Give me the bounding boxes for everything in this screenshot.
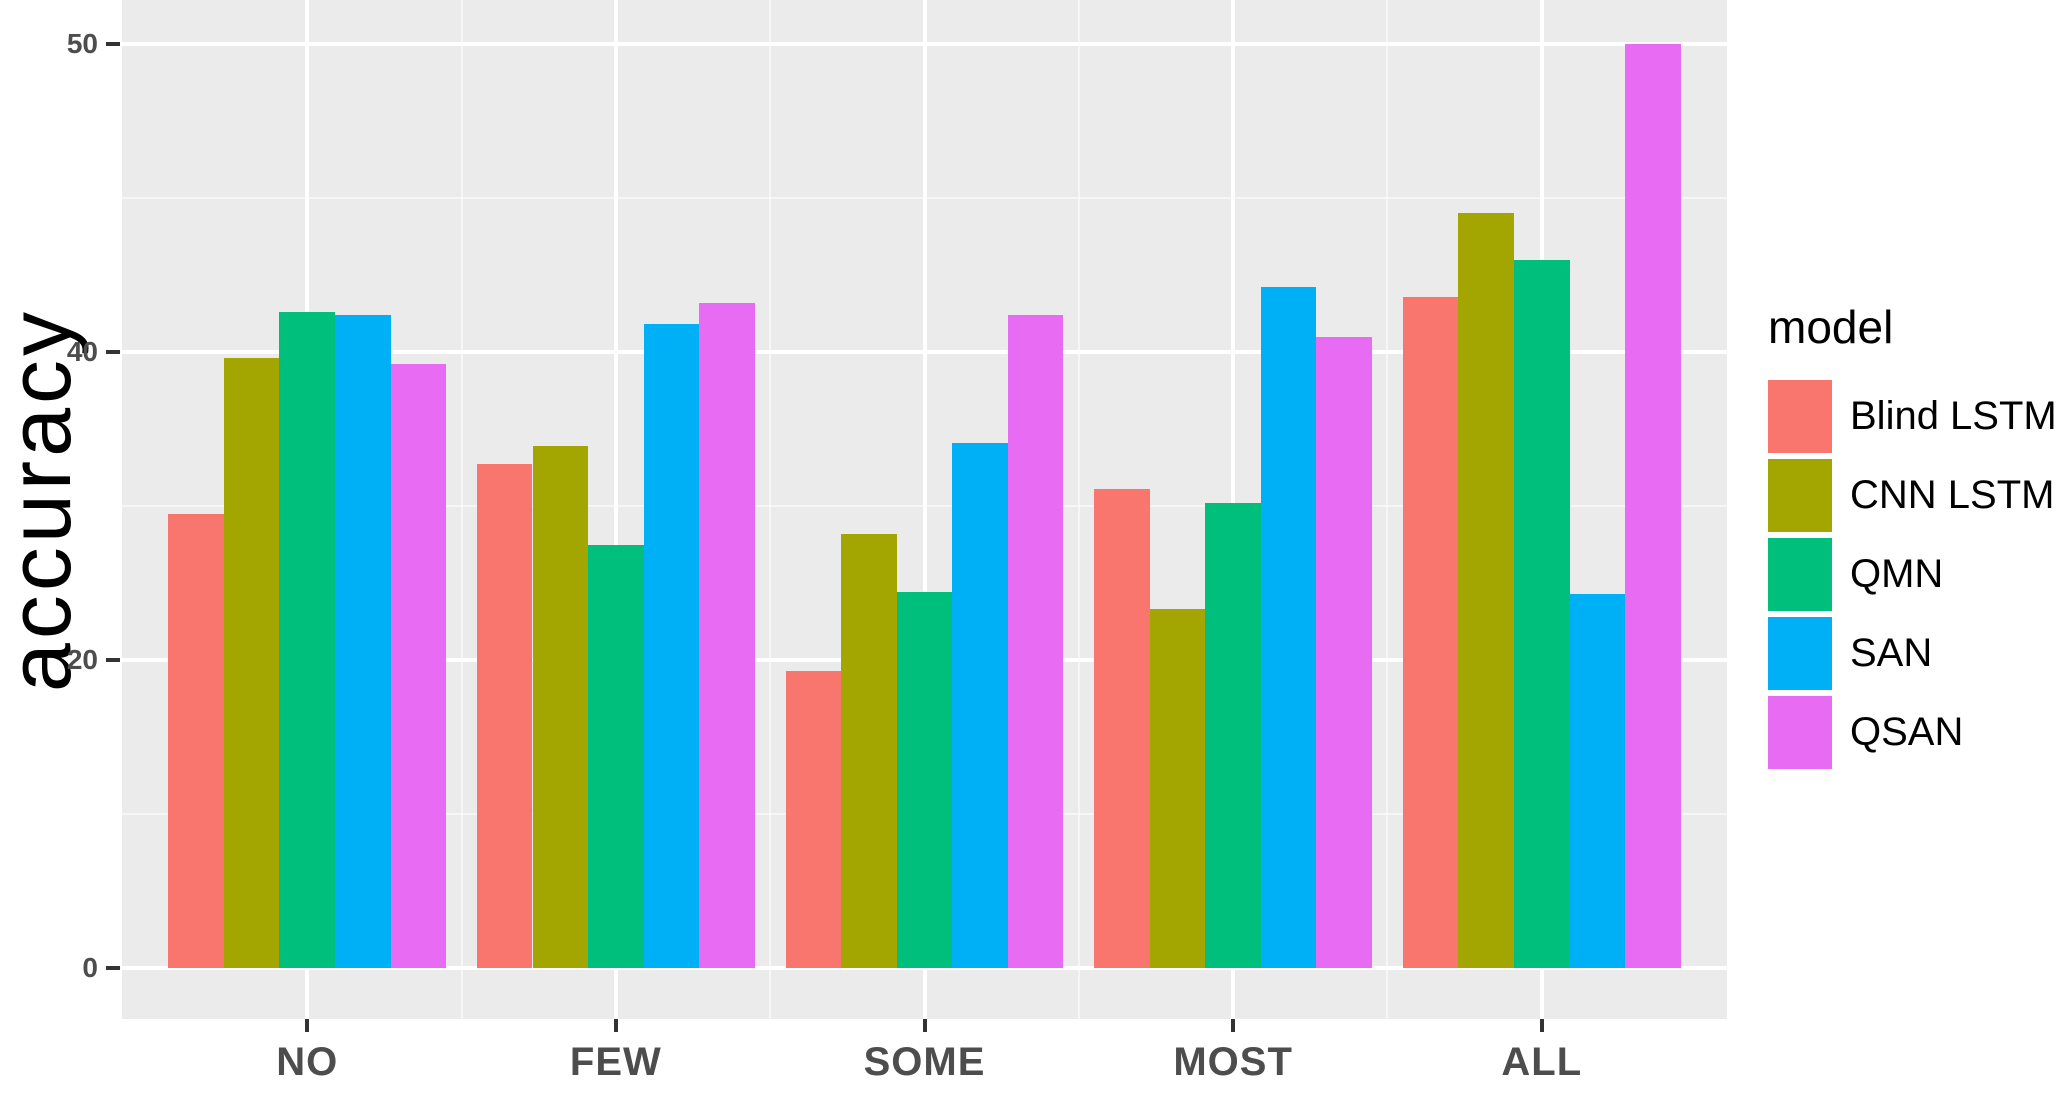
legend-item-CNN-LSTM: CNN LSTM [1768, 459, 2057, 532]
legend-swatch-CNN-LSTM [1768, 459, 1832, 532]
bar-CNN-LSTM-FEW [532, 445, 589, 968]
bar-Blind-LSTM-ALL [1402, 296, 1459, 968]
bar-SAN-SOME [952, 442, 1008, 968]
v-gridline-minor [769, 0, 772, 1019]
x-tick-mark-FEW [613, 1019, 618, 1032]
x-tick-mark-SOME [922, 1019, 927, 1032]
bar-Blind-LSTM-MOST [1094, 489, 1150, 968]
legend-label: CNN LSTM [1850, 473, 2055, 517]
bar-QSAN-MOST [1316, 336, 1373, 968]
y-tick-mark-50 [106, 42, 120, 46]
legend-label: QMN [1850, 552, 1944, 596]
bar-QSAN-NO [390, 364, 447, 968]
v-gridline-minor [1386, 0, 1389, 1019]
bar-SAN-MOST [1260, 287, 1317, 968]
y-tick-mark-0 [106, 966, 120, 970]
legend-items: Blind LSTM CNN LSTM QMN SAN QSAN [1768, 380, 2057, 769]
bar-QMN-NO [279, 311, 335, 968]
x-tick-label-MOST: MOST [1173, 1040, 1293, 1084]
y-tick-mark-20 [106, 658, 120, 662]
plot-panel [122, 0, 1727, 1019]
bar-QSAN-SOME [1007, 315, 1064, 968]
bar-QSAN-FEW [699, 302, 755, 968]
bar-QSAN-ALL [1625, 44, 1681, 968]
bar-CNN-LSTM-NO [223, 358, 280, 968]
x-tick-mark-NO [305, 1019, 310, 1032]
bar-CNN-LSTM-ALL [1458, 213, 1515, 968]
legend-item-Blind-LSTM: Blind LSTM [1768, 380, 2057, 453]
x-tick-mark-ALL [1539, 1019, 1544, 1032]
v-gridline-SOME [922, 0, 927, 1019]
bar-SAN-FEW [643, 324, 700, 968]
legend-label: SAN [1850, 631, 1933, 675]
x-tick-mark-MOST [1231, 1019, 1236, 1032]
bar-QMN-SOME [896, 592, 953, 968]
v-gridline-FEW [613, 0, 618, 1019]
y-tick-label-20: 20 [66, 644, 98, 675]
x-tick-label-FEW: FEW [569, 1040, 662, 1084]
bar-QMN-MOST [1205, 502, 1261, 968]
y-tick-label-50: 50 [66, 28, 98, 59]
legend-title: model [1768, 301, 1894, 353]
y-tick-mark-40 [106, 350, 120, 354]
bar-QMN-ALL [1514, 259, 1570, 968]
x-tick-label-NO: NO [276, 1040, 339, 1084]
x-tick-label-SOME: SOME [863, 1040, 986, 1084]
bar-Blind-LSTM-FEW [476, 464, 533, 968]
legend-swatch-SAN [1768, 617, 1832, 690]
bar-Blind-LSTM-NO [168, 513, 224, 968]
legend-swatch-QSAN [1768, 696, 1832, 769]
legend-item-SAN: SAN [1768, 617, 2057, 690]
legend-item-QSAN: QSAN [1768, 696, 2057, 769]
legend: model Blind LSTM CNN LSTM QMN SAN QSAN [1768, 300, 2057, 775]
bar-SAN-NO [334, 315, 391, 968]
bar-SAN-ALL [1569, 593, 1626, 968]
bar-QMN-FEW [588, 544, 644, 968]
legend-swatch-QMN [1768, 538, 1832, 611]
legend-label: Blind LSTM [1850, 394, 2057, 438]
v-gridline-minor [460, 0, 463, 1019]
v-gridline-minor [1077, 0, 1080, 1019]
legend-swatch-Blind-LSTM [1768, 380, 1832, 453]
y-tick-label-0: 0 [82, 952, 98, 983]
legend-item-QMN: QMN [1768, 538, 2057, 611]
bar-CNN-LSTM-MOST [1149, 609, 1206, 968]
y-tick-label-40: 40 [66, 336, 98, 367]
x-tick-label-ALL: ALL [1501, 1040, 1583, 1084]
legend-label: QSAN [1850, 710, 1964, 754]
bar-Blind-LSTM-SOME [785, 670, 842, 968]
bar-CNN-LSTM-SOME [841, 533, 897, 968]
